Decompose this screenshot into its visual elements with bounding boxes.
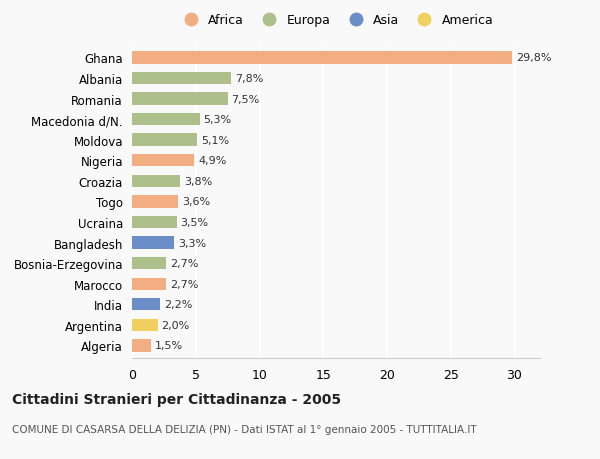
Bar <box>132 175 181 188</box>
Bar <box>132 340 151 352</box>
Bar <box>132 278 166 290</box>
Text: 29,8%: 29,8% <box>516 53 551 63</box>
Text: 3,5%: 3,5% <box>181 218 209 228</box>
Text: Cittadini Stranieri per Cittadinanza - 2005: Cittadini Stranieri per Cittadinanza - 2… <box>12 392 341 406</box>
Text: 2,0%: 2,0% <box>161 320 190 330</box>
Bar <box>132 134 197 146</box>
Bar <box>132 93 227 106</box>
Bar <box>132 52 512 64</box>
Text: 7,8%: 7,8% <box>235 74 263 84</box>
Text: 2,2%: 2,2% <box>164 300 192 310</box>
Text: 3,3%: 3,3% <box>178 238 206 248</box>
Text: 5,3%: 5,3% <box>203 115 232 125</box>
Text: 7,5%: 7,5% <box>232 94 260 104</box>
Text: 2,7%: 2,7% <box>170 258 199 269</box>
Bar <box>132 257 166 270</box>
Bar <box>132 216 176 229</box>
Bar <box>132 73 232 85</box>
Text: 2,7%: 2,7% <box>170 279 199 289</box>
Legend: Africa, Europa, Asia, America: Africa, Europa, Asia, America <box>178 14 494 27</box>
Bar <box>132 319 157 331</box>
Text: 5,1%: 5,1% <box>201 135 229 146</box>
Text: 3,8%: 3,8% <box>184 176 212 186</box>
Bar <box>132 298 160 311</box>
Text: 3,6%: 3,6% <box>182 197 210 207</box>
Bar <box>132 237 174 249</box>
Bar <box>132 155 194 167</box>
Text: 1,5%: 1,5% <box>155 341 183 351</box>
Bar <box>132 114 200 126</box>
Bar <box>132 196 178 208</box>
Text: COMUNE DI CASARSA DELLA DELIZIA (PN) - Dati ISTAT al 1° gennaio 2005 - TUTTITALI: COMUNE DI CASARSA DELLA DELIZIA (PN) - D… <box>12 425 476 435</box>
Text: 4,9%: 4,9% <box>198 156 227 166</box>
